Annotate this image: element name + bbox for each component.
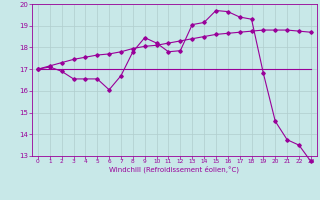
- X-axis label: Windchill (Refroidissement éolien,°C): Windchill (Refroidissement éolien,°C): [109, 166, 239, 173]
